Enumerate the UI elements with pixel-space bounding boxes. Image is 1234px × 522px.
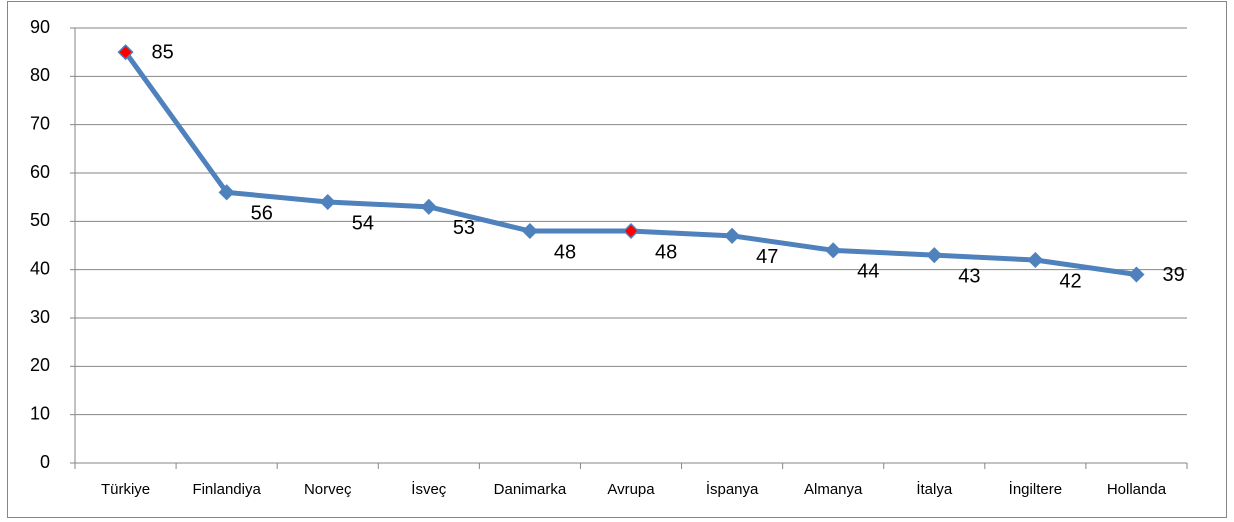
data-label: 53 <box>453 217 475 239</box>
marker <box>926 247 943 264</box>
data-label: 48 <box>655 241 677 263</box>
x-tick-label: İsveç <box>411 480 447 498</box>
data-label: 56 <box>251 203 273 225</box>
data-label: 39 <box>1162 264 1184 286</box>
marker <box>218 184 235 201</box>
y-tick-label: 30 <box>30 307 50 327</box>
x-tick-label: Almanya <box>804 481 863 498</box>
x-tick-label: Avrupa <box>607 481 655 498</box>
x-tick-label: Türkiye <box>101 481 150 498</box>
x-tick-label: Norveç <box>304 481 352 498</box>
y-tick-label: 90 <box>30 17 50 37</box>
x-tick-label: Danimarka <box>494 481 567 498</box>
y-tick-label: 70 <box>30 113 50 133</box>
marker <box>825 242 842 259</box>
y-tick-label: 80 <box>30 65 50 85</box>
data-label: 85 <box>152 41 174 63</box>
x-tick-label: Finlandiya <box>192 481 261 498</box>
x-tick-label: İtalya <box>916 480 953 498</box>
x-tick-label: İngiltere <box>1009 480 1062 498</box>
x-tick-label: Hollanda <box>1107 481 1167 498</box>
marker <box>1128 266 1145 283</box>
data-label: 42 <box>1059 270 1081 292</box>
y-tick-label: 20 <box>30 355 50 375</box>
y-tick-label: 60 <box>30 162 50 182</box>
data-label: 43 <box>958 265 980 287</box>
data-label: 54 <box>352 212 374 234</box>
marker <box>117 44 134 61</box>
y-tick-label: 50 <box>30 210 50 230</box>
data-label: 47 <box>756 246 778 268</box>
marker <box>1027 251 1044 269</box>
y-tick-label: 0 <box>40 452 50 472</box>
data-label: 48 <box>554 241 576 263</box>
x-tick-label: İspanya <box>706 480 759 498</box>
marker <box>319 193 336 211</box>
y-tick-label: 10 <box>30 403 50 423</box>
marker <box>622 222 640 240</box>
y-tick-label: 40 <box>30 258 50 278</box>
marker <box>521 222 538 240</box>
marker <box>420 198 437 215</box>
marker <box>724 227 741 244</box>
data-label: 44 <box>857 261 879 283</box>
